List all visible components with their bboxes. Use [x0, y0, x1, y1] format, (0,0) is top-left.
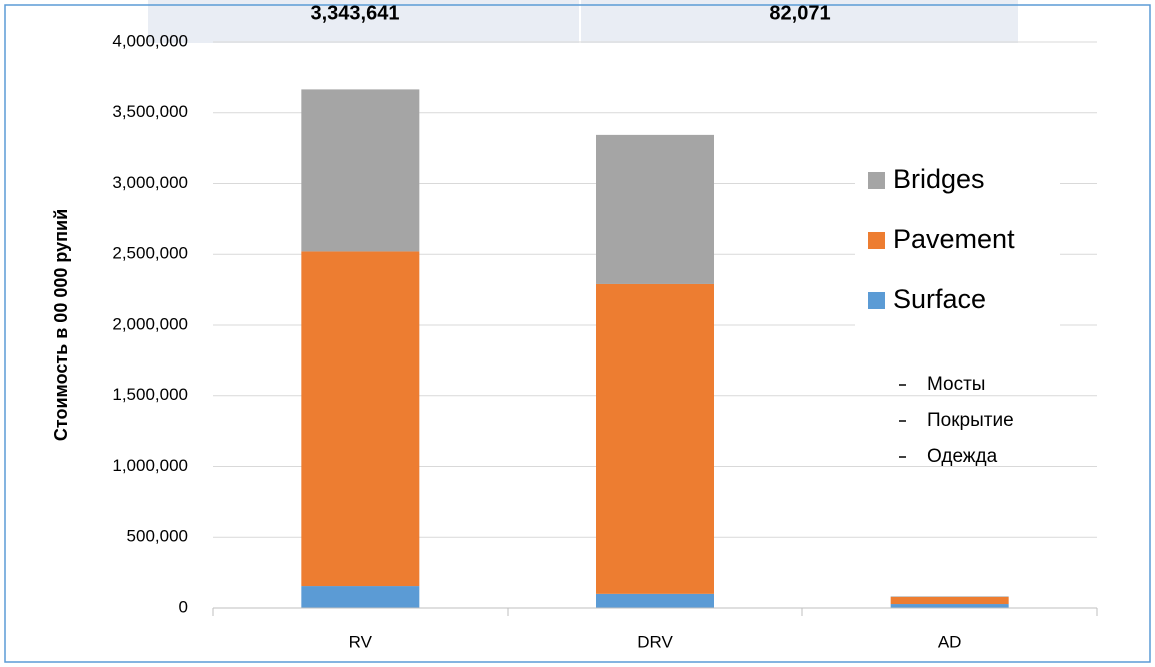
- legend-box: [855, 150, 1060, 332]
- annotations: Мосты Покрытие Одежда: [899, 374, 1014, 467]
- y-tick-label: 4,000,000: [112, 31, 188, 50]
- legend: Surface Pavement Bridges: [868, 164, 1015, 314]
- bar-segment: [596, 593, 714, 608]
- legend-label: Bridges: [893, 164, 985, 194]
- bar-segment: [890, 604, 1009, 608]
- bar-segment: [301, 251, 420, 587]
- annotation: Одежда: [927, 446, 998, 467]
- x-tick-label: RV: [349, 632, 373, 651]
- y-tick-label: 1,500,000: [112, 385, 188, 404]
- header-value: 3,343,641: [311, 2, 400, 24]
- bars: [301, 89, 1009, 608]
- header-value: 82,071: [769, 2, 830, 24]
- bar-segment: [301, 586, 420, 608]
- y-tick-label: 2,000,000: [112, 314, 188, 333]
- bar-segment: [301, 89, 420, 252]
- legend-label: Surface: [893, 284, 986, 314]
- legend-swatch: [868, 172, 885, 189]
- y-tick-label: 0: [179, 597, 188, 616]
- legend-swatch: [868, 232, 885, 249]
- header-strip: [148, 0, 1018, 43]
- bar-segment: [596, 134, 714, 284]
- x-tick-label: DRV: [637, 632, 673, 651]
- y-tick-label: 1,000,000: [112, 456, 188, 475]
- bar-segment: [890, 596, 1009, 597]
- axes: 0 500,000 1,000,000 1,500,000 2,000,000 2,500…: [112, 31, 1098, 651]
- bar-segment: [890, 596, 1009, 605]
- legend-label: Pavement: [893, 224, 1015, 254]
- annotation: Мосты: [927, 374, 985, 395]
- y-tick-label: 2,500,000: [112, 244, 188, 263]
- y-tick-label: 3,000,000: [112, 173, 188, 192]
- legend-swatch: [868, 292, 885, 309]
- y-axis-label: Стоимость в 00 000 рупий: [51, 209, 71, 441]
- frame: [4, 4, 1151, 663]
- y-tick-label: 3,500,000: [112, 102, 188, 121]
- bar-segment: [596, 283, 714, 594]
- x-tick-label: AD: [938, 632, 962, 651]
- y-tick-label: 500,000: [127, 527, 188, 546]
- annotation: Покрытие: [927, 410, 1014, 431]
